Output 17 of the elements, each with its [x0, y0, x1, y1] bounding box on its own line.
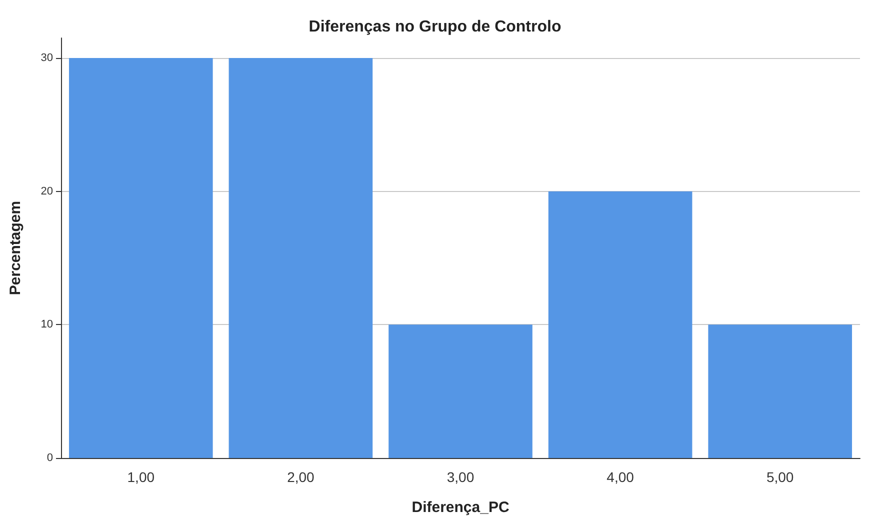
- x-tick-label: 4,00: [606, 469, 634, 485]
- bar: [708, 324, 852, 458]
- y-tick-label: 0: [46, 452, 53, 464]
- bar: [388, 324, 532, 458]
- bar: [228, 58, 373, 458]
- x-axis-title: Diferença_PC: [412, 499, 510, 516]
- y-tick-label: 20: [40, 185, 53, 198]
- y-tick-label: 10: [40, 318, 53, 331]
- bar: [68, 58, 213, 458]
- bar: [548, 191, 692, 458]
- x-tick-label: 3,00: [446, 469, 474, 485]
- x-tick-label: 5,00: [766, 469, 794, 485]
- y-axis-title: Percentagem: [7, 200, 24, 296]
- chart-title: Diferenças no Grupo de Controlo: [308, 18, 562, 36]
- x-tick-label: 1,00: [127, 469, 155, 485]
- y-tick-label: 30: [40, 52, 53, 64]
- x-tick-label: 2,00: [287, 469, 315, 485]
